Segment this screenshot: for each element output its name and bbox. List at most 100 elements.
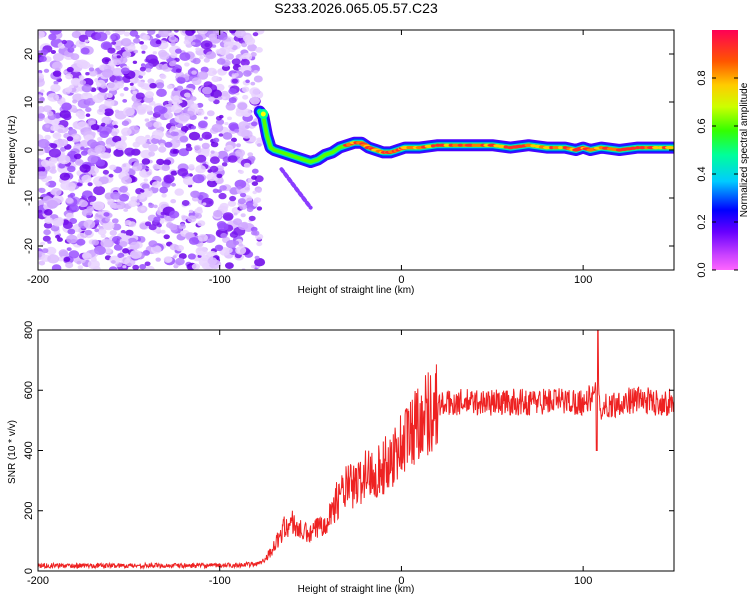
noise-blob: [156, 88, 167, 98]
noise-blob: [148, 144, 159, 152]
noise-blob: [99, 130, 109, 138]
noise-blob: [113, 124, 119, 129]
noise-blob: [159, 74, 167, 80]
noise-blob: [85, 113, 91, 117]
noise-blob: [177, 77, 186, 84]
noise-blob: [246, 207, 254, 213]
noise-blob: [62, 221, 73, 229]
noise-blob: [229, 195, 237, 202]
noise-blob: [183, 39, 190, 45]
noise-blob: [159, 186, 169, 194]
noise-blob: [152, 51, 157, 55]
noise-blob: [137, 81, 145, 88]
noise-blob: [69, 204, 80, 213]
noise-blob: [191, 42, 196, 46]
noise-blob: [114, 109, 120, 114]
noise-blob: [231, 78, 238, 84]
secondary-trace: [279, 167, 313, 210]
noise-blob: [251, 64, 260, 71]
noise-blob: [195, 165, 207, 174]
noise-blob: [65, 197, 74, 204]
noise-blob: [211, 75, 220, 83]
noise-blob: [237, 198, 246, 205]
noise-blob: [123, 31, 130, 37]
noise-blob: [129, 82, 134, 86]
noise-blob: [176, 85, 184, 91]
noise-blob: [76, 59, 89, 69]
noise-blob: [70, 70, 82, 80]
noise-blob: [188, 237, 200, 245]
noise-blob: [54, 120, 60, 125]
noise-blob: [124, 147, 135, 156]
noise-blob: [45, 182, 50, 186]
noise-blob: [252, 32, 259, 37]
noise-blob: [219, 185, 227, 191]
noise-blob: [211, 44, 217, 48]
signal-peak: [452, 143, 460, 147]
y-tick-label: 800: [23, 321, 35, 339]
noise-blob: [118, 193, 129, 202]
noise-blob: [241, 129, 253, 139]
noise-blob: [223, 41, 234, 50]
noise-blob: [147, 30, 156, 35]
snr-x-ticks: -200 -100 0 100: [27, 330, 592, 587]
noise-blob: [111, 41, 117, 45]
noise-blob: [200, 40, 213, 50]
noise-blob: [188, 164, 195, 169]
noise-blob: [137, 105, 144, 110]
noise-blob: [38, 187, 46, 194]
colorbar-label: Normalized spectral amplitude: [739, 82, 750, 217]
noise-blob: [95, 159, 106, 167]
noise-blob: [141, 50, 146, 54]
noise-blob: [180, 125, 189, 132]
noise-blob: [140, 207, 146, 211]
noise-blob: [67, 165, 76, 173]
noise-blob: [155, 63, 165, 70]
noise-blob: [196, 206, 203, 212]
noise-blob: [156, 223, 162, 228]
noise-blob: [58, 154, 71, 165]
noise-blob: [123, 86, 129, 91]
noise-blob: [72, 79, 80, 85]
noise-blob: [49, 30, 62, 35]
noise-blob: [179, 52, 191, 61]
noise-blob: [77, 99, 90, 109]
noise-blob: [252, 202, 259, 207]
noise-blob: [121, 120, 129, 126]
noise-blob: [68, 250, 80, 259]
noise-blob: [155, 39, 162, 45]
noise-blob: [117, 252, 125, 259]
signal-peak: [543, 146, 551, 150]
noise-blob: [47, 254, 60, 264]
noise-blob: [51, 187, 62, 197]
noise-blob: [213, 210, 223, 218]
noise-blob: [62, 113, 72, 121]
noise-blob: [78, 200, 88, 208]
signal-peak: [457, 143, 464, 147]
signal-start-core: [260, 111, 266, 117]
noise-blob: [163, 234, 170, 240]
noise-blob: [38, 171, 47, 180]
noise-blob: [96, 147, 103, 153]
noise-blob: [94, 228, 100, 233]
noise-blob: [76, 160, 81, 164]
noise-blob: [190, 125, 197, 130]
noise-blob: [84, 229, 92, 236]
snr-plot-area: [38, 330, 674, 571]
noise-blob: [206, 179, 218, 188]
noise-blob: [174, 30, 179, 33]
noise-blob: [67, 47, 75, 53]
y-tick-label: -20: [23, 238, 35, 254]
noise-blob: [130, 249, 142, 259]
noise-blob: [112, 204, 119, 209]
noise-blob: [66, 247, 72, 252]
noise-blob: [86, 206, 95, 212]
noise-blob: [222, 132, 233, 140]
noise-blob: [72, 99, 78, 104]
noise-blob: [145, 68, 152, 73]
noise-blob: [231, 137, 237, 143]
noise-blob: [206, 67, 218, 77]
noise-blob: [227, 155, 238, 163]
noise-blob: [150, 245, 162, 254]
noise-blob: [87, 118, 97, 125]
